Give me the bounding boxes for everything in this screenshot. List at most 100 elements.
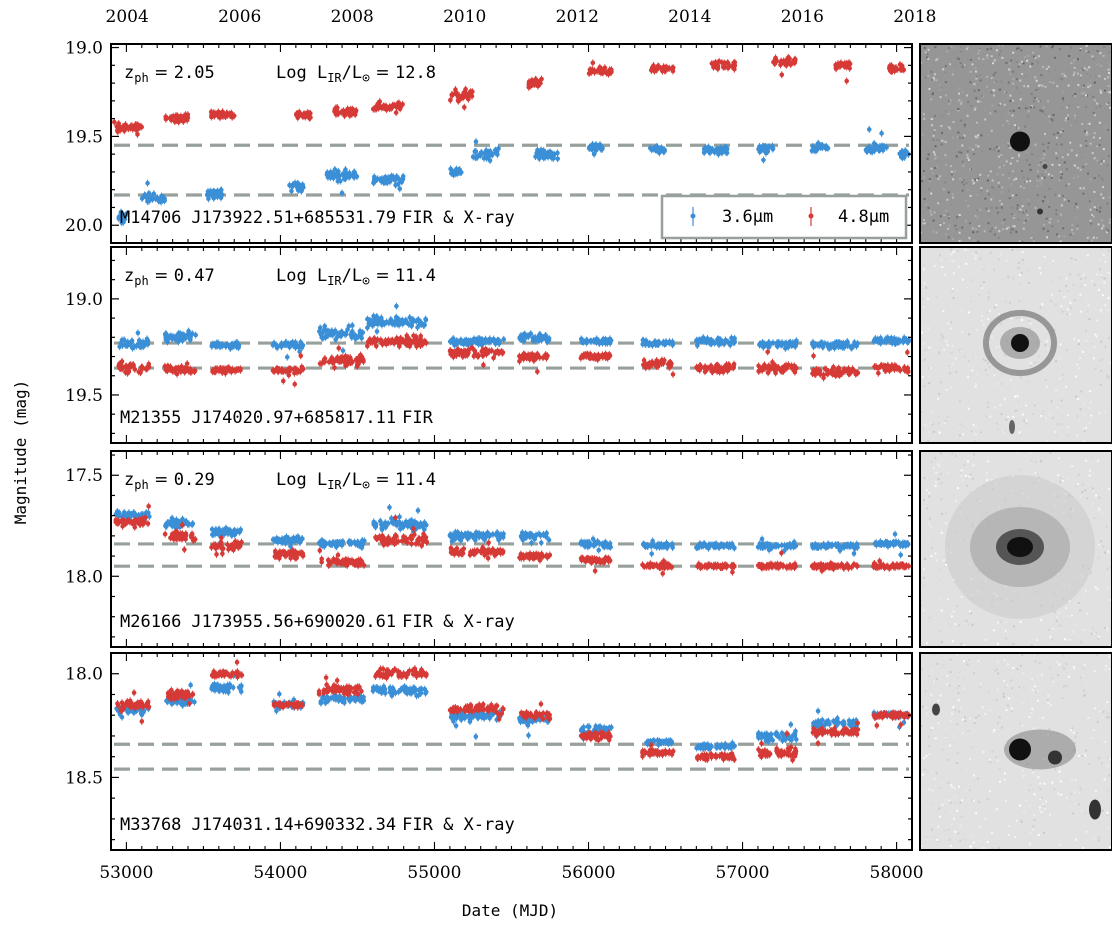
data-point — [336, 346, 341, 351]
data-point — [345, 360, 350, 365]
data-point — [448, 352, 453, 357]
data-point — [138, 343, 143, 348]
source-label: M21355 J174020.97+685817.11 FIR — [120, 408, 434, 428]
data-point — [874, 144, 879, 149]
y-tick-label: 19.0 — [65, 39, 103, 59]
data-point — [112, 120, 117, 125]
data-point — [733, 60, 738, 65]
data-point — [394, 304, 399, 309]
data-point — [411, 333, 416, 338]
data-point — [361, 358, 366, 363]
data-point — [580, 339, 585, 344]
top-year-axis: 2004 2006 2008 2010 2012 2014 2016 2018 — [106, 7, 937, 27]
data-point — [210, 343, 215, 348]
data-point — [382, 180, 387, 185]
top-tick-label: 2004 — [106, 7, 149, 27]
data-point — [655, 146, 660, 151]
data-point — [716, 147, 721, 152]
data-point — [872, 148, 877, 153]
data-point — [332, 365, 337, 370]
data-point — [479, 349, 484, 354]
data-point — [449, 93, 454, 98]
data-point — [811, 144, 816, 149]
data-point — [292, 382, 297, 387]
data-point — [294, 343, 299, 348]
data-point — [354, 108, 359, 113]
data-point — [894, 339, 899, 344]
data-point — [781, 369, 786, 374]
data-point — [122, 510, 127, 515]
data-point — [479, 151, 484, 156]
data-point — [721, 65, 726, 70]
data-point — [470, 345, 475, 350]
data-point — [663, 341, 668, 346]
data-point — [889, 63, 894, 68]
data-point — [301, 113, 306, 118]
data-point — [648, 146, 653, 151]
data-point — [119, 366, 124, 371]
data-point — [716, 365, 721, 370]
data-point — [228, 344, 233, 349]
data-point — [851, 368, 856, 373]
luminosity-label: Log LIR/L⊙ = 12.8 — [276, 63, 436, 86]
data-point — [484, 350, 489, 355]
data-point — [328, 332, 333, 337]
data-point — [889, 69, 894, 74]
data-point — [394, 110, 399, 115]
data-point — [775, 340, 780, 345]
data-point — [489, 348, 494, 353]
data-point — [144, 195, 149, 200]
data-point — [480, 337, 485, 342]
top-tick-label: 2016 — [781, 7, 824, 27]
data-point — [213, 367, 218, 372]
data-point — [476, 342, 481, 347]
data-point — [150, 195, 155, 200]
data-point — [761, 144, 766, 149]
data-point — [457, 351, 462, 356]
data-point — [399, 337, 404, 342]
data-point — [819, 340, 824, 345]
top-tick-label: 2014 — [668, 7, 711, 27]
data-point — [710, 61, 715, 66]
data-point — [326, 175, 331, 180]
data-point — [129, 512, 134, 517]
data-point — [272, 369, 277, 374]
data-point — [905, 369, 910, 374]
data-point — [349, 359, 354, 364]
data-point — [793, 370, 798, 375]
data-point — [373, 341, 378, 346]
data-point — [698, 365, 703, 370]
data-point — [412, 340, 417, 345]
data-point — [761, 158, 766, 163]
data-point — [350, 329, 355, 334]
data-point — [589, 145, 594, 150]
data-point — [342, 176, 347, 181]
data-point — [146, 342, 151, 347]
data-point — [456, 339, 461, 344]
data-point — [457, 168, 462, 173]
data-point — [456, 99, 461, 104]
data-point — [390, 105, 395, 110]
data-point — [322, 328, 327, 333]
data-point — [396, 182, 401, 187]
data-point — [290, 184, 295, 189]
data-point — [821, 373, 826, 378]
top-tick-label: 2012 — [556, 7, 599, 27]
data-point — [521, 354, 526, 359]
data-point — [173, 119, 178, 124]
data-point — [209, 190, 214, 195]
data-point — [211, 196, 216, 201]
data-point — [461, 340, 466, 345]
data-point — [164, 117, 169, 122]
data-point — [298, 342, 303, 347]
data-point — [790, 340, 795, 345]
data-point — [389, 177, 394, 182]
data-point — [339, 110, 344, 115]
data-point — [323, 335, 328, 340]
data-point — [462, 105, 467, 110]
data-point — [234, 344, 239, 349]
